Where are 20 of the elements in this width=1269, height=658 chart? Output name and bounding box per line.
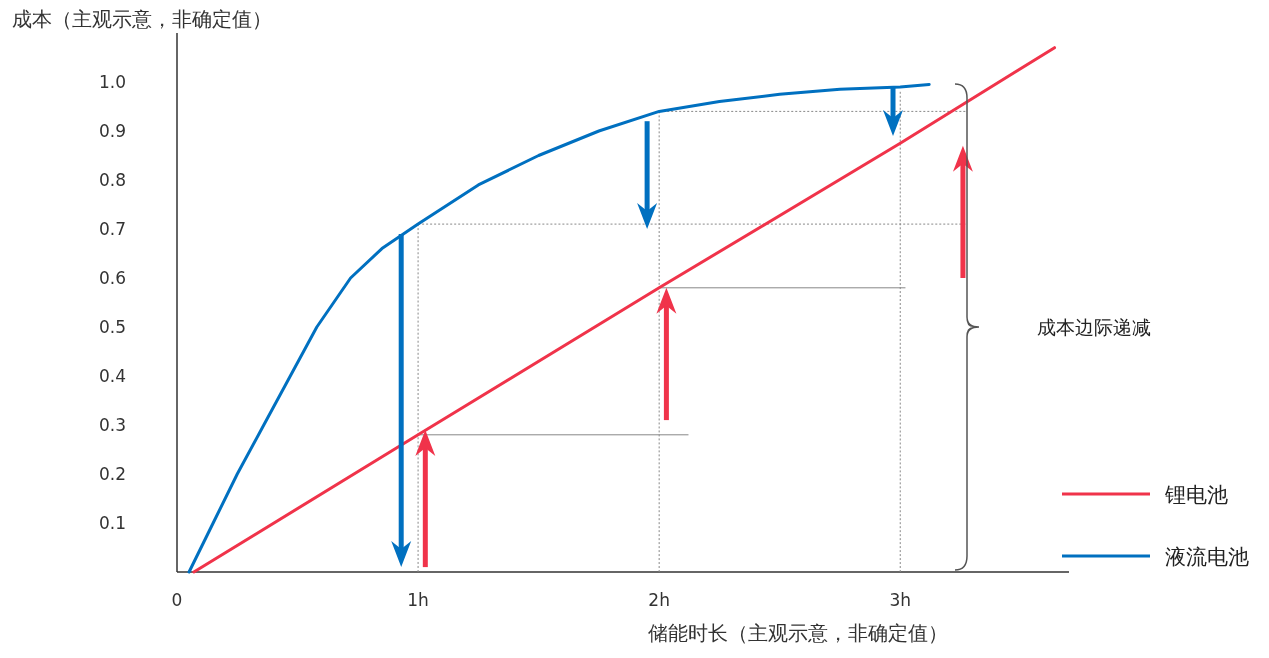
legend-label: 液流电池: [1165, 545, 1249, 569]
y-tick-label: 0.9: [98, 121, 126, 141]
y-tick-label: 0.1: [98, 513, 126, 533]
x-tick-label: 3h: [889, 590, 912, 610]
line-series: [192, 46, 1057, 574]
y-tick-label: 0.5: [98, 317, 126, 337]
y-tick-label: 0.6: [98, 268, 126, 288]
legend-label: 锂电池: [1164, 483, 1228, 507]
y-axis-title: 成本（主观示意，非确定值）: [12, 7, 272, 31]
y-tick-label: 0.2: [98, 464, 126, 484]
y-tick-label: 0.3: [98, 415, 126, 435]
y-tick-label: 0.4: [98, 366, 126, 386]
x-tick-label: 2h: [648, 590, 670, 610]
y-tick-label: 0.8: [98, 170, 126, 190]
annotation: 成本边际递减: [1037, 316, 1151, 338]
y-tick-label: 1.0: [98, 72, 126, 92]
x-axis-title: 储能时长（主观示意，非确定值）: [648, 621, 948, 645]
x-tick-label: 1h: [407, 590, 429, 610]
x-tick-label: 0: [171, 590, 183, 610]
y-tick-label: 0.7: [98, 219, 126, 239]
